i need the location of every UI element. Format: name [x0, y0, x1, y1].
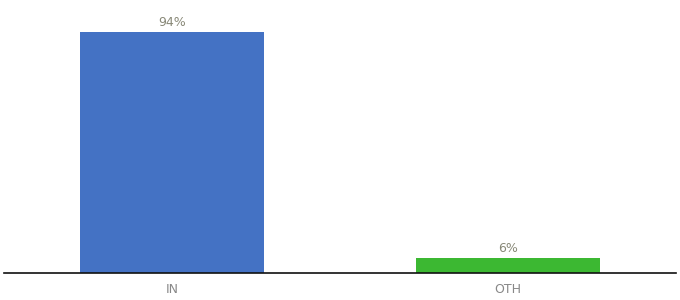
Text: 6%: 6%: [498, 242, 518, 255]
Bar: [415, 258, 600, 273]
Bar: [80, 32, 265, 273]
Text: 94%: 94%: [158, 16, 186, 29]
